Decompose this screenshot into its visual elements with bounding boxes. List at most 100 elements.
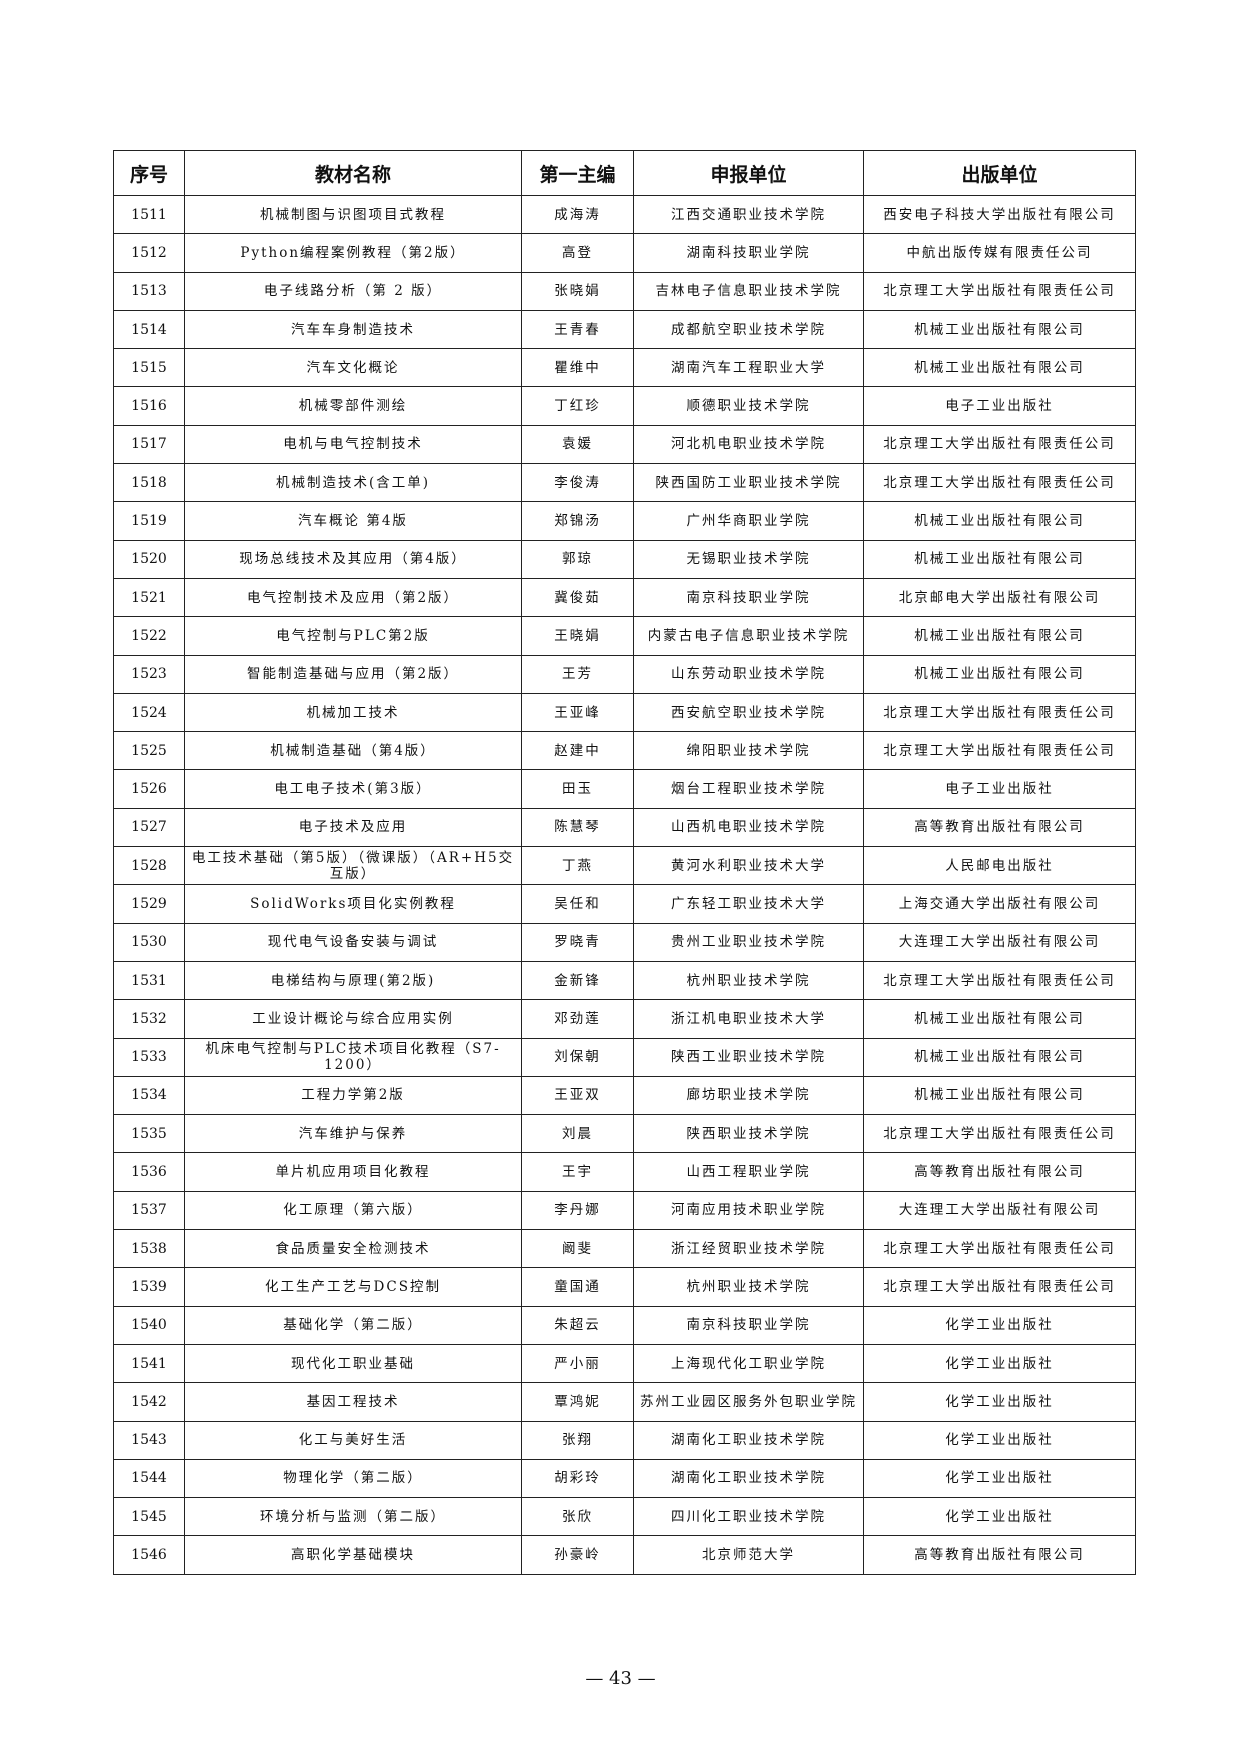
applicant-unit: 西安航空职业技术学院: [633, 692, 864, 733]
first-editor: 罗晓青: [521, 922, 634, 962]
publisher: 化学工业出版社: [863, 1458, 1136, 1499]
table-row: 1531 电梯结构与原理(第2版) 金新锋 杭州职业技术学院 北京理工大学出版社有限责任…: [113, 960, 1136, 1001]
table-row: 1527 电子技术及应用 陈慧琴 山西机电职业技术学院 高等教育出版社有限公司: [113, 807, 1136, 848]
book-title: 化工与美好生活: [184, 1420, 522, 1460]
row-index: 1516: [113, 386, 185, 426]
book-title: 基因工程技术: [184, 1382, 522, 1422]
row-index: 1526: [113, 769, 185, 809]
table-row: 1536 单片机应用项目化教程 王宇 山西工程职业学院 高等教育出版社有限公司: [113, 1152, 1136, 1192]
publisher: 高等教育出版社有限公司: [863, 1152, 1136, 1192]
publisher: 北京邮电大学出版社有限公司: [863, 577, 1136, 618]
table-row: 1537 化工原理（第六版） 李丹娜 河南应用技术职业学院 大连理工大学出版社有限公司: [113, 1190, 1136, 1231]
book-title: 电气控制技术及应用（第2版）: [184, 577, 522, 618]
publisher: 北京理工大学出版社有限责任公司: [863, 1114, 1136, 1154]
book-title: 汽车车身制造技术: [184, 309, 522, 350]
table-row: 1518 机械制造技术(含工单) 李俊涛 陕西国防工业职业技术学院 北京理工大学出版社有…: [113, 463, 1136, 503]
row-index: 1544: [113, 1458, 185, 1499]
publisher: 化学工业出版社: [863, 1382, 1136, 1422]
applicant-unit: 上海现代化工职业学院: [633, 1343, 864, 1384]
first-editor: 王宇: [521, 1152, 634, 1192]
applicant-unit: 山西工程职业学院: [633, 1152, 864, 1192]
book-title: 电工技术基础（第5版）（微课版）（AR+H5交互版）: [184, 846, 522, 886]
table-row: 1544 物理化学（第二版） 胡彩玲 湖南化工职业技术学院 化学工业出版社: [113, 1458, 1136, 1499]
first-editor: 阚斐: [521, 1229, 634, 1269]
publisher: 化学工业出版社: [863, 1497, 1136, 1537]
publisher: 大连理工大学出版社有限公司: [863, 922, 1136, 962]
table-row: 1516 机械零部件测绘 丁红珍 顺德职业技术学院 电子工业出版社: [113, 386, 1136, 426]
book-title: 单片机应用项目化教程: [184, 1152, 522, 1192]
book-title: 高职化学基础模块: [184, 1535, 522, 1575]
applicant-unit: 浙江机电职业技术大学: [633, 999, 864, 1039]
book-title: 现代电气设备安装与调试: [184, 922, 522, 962]
book-title: SolidWorks项目化实例教程: [184, 884, 522, 924]
row-index: 1525: [113, 731, 185, 771]
first-editor: 陈慧琴: [521, 807, 634, 848]
table-row: 1532 工业设计概论与综合应用实例 邓劲莲 浙江机电职业技术大学 机械工业出版社有限公…: [113, 999, 1136, 1039]
applicant-unit: 河南应用技术职业学院: [633, 1190, 864, 1231]
book-title: 化工原理（第六版）: [184, 1190, 522, 1231]
table-row: 1545 环境分析与监测（第二版） 张欣 四川化工职业技术学院 化学工业出版社: [113, 1497, 1136, 1537]
header-title: 教材名称: [184, 150, 522, 196]
row-index: 1541: [113, 1343, 185, 1384]
table-row: 1546 高职化学基础模块 孙豪岭 北京师范大学 高等教育出版社有限公司: [113, 1535, 1136, 1575]
first-editor: 张翔: [521, 1420, 634, 1460]
table-row: 1526 电工电子技术(第3版） 田玉 烟台工程职业技术学院 电子工业出版社: [113, 769, 1136, 809]
table-row: 1541 现代化工职业基础 严小丽 上海现代化工职业学院 化学工业出版社: [113, 1343, 1136, 1384]
row-index: 1528: [113, 846, 185, 886]
table-row: 1533 机床电气控制与PLC技术项目化教程（S7-1200） 刘保朝 陕西工业职业技…: [113, 1037, 1136, 1077]
book-title: 工程力学第2版: [184, 1075, 522, 1116]
first-editor: 郭琼: [521, 539, 634, 579]
row-index: 1523: [113, 654, 185, 694]
book-title: 现代化工职业基础: [184, 1343, 522, 1384]
book-title: 电子技术及应用: [184, 807, 522, 848]
publisher: 大连理工大学出版社有限公司: [863, 1190, 1136, 1231]
row-index: 1529: [113, 884, 185, 924]
header-editor: 第一主编: [521, 150, 634, 196]
applicant-unit: 广东轻工职业技术大学: [633, 884, 864, 924]
applicant-unit: 烟台工程职业技术学院: [633, 769, 864, 809]
applicant-unit: 浙江经贸职业技术学院: [633, 1229, 864, 1269]
table-row: 1540 基础化学（第二版） 朱超云 南京科技职业学院 化学工业出版社: [113, 1305, 1136, 1345]
first-editor: 高登: [521, 233, 634, 273]
table-row: 1528 电工技术基础（第5版）（微课版）（AR+H5交互版） 丁燕 黄河水利职业技术…: [113, 846, 1136, 886]
row-index: 1531: [113, 960, 185, 1001]
first-editor: 刘晨: [521, 1114, 634, 1154]
book-title: 汽车维护与保养: [184, 1114, 522, 1154]
applicant-unit: 北京师范大学: [633, 1535, 864, 1575]
publisher: 化学工业出版社: [863, 1420, 1136, 1460]
table-row: 1539 化工生产工艺与DCS控制 童国通 杭州职业技术学院 北京理工大学出版社有限责任…: [113, 1267, 1136, 1307]
first-editor: 李俊涛: [521, 463, 634, 503]
row-index: 1513: [113, 271, 185, 311]
publisher: 化学工业出版社: [863, 1343, 1136, 1384]
first-editor: 张晓娟: [521, 271, 634, 311]
table-row: 1517 电机与电气控制技术 袁媛 河北机电职业技术学院 北京理工大学出版社有限责任公司: [113, 424, 1136, 465]
first-editor: 覃鸿妮: [521, 1382, 634, 1422]
publisher: 高等教育出版社有限公司: [863, 1535, 1136, 1575]
first-editor: 赵建中: [521, 731, 634, 771]
header-applicant: 申报单位: [633, 150, 864, 196]
publisher: 高等教育出版社有限公司: [863, 807, 1136, 848]
applicant-unit: 廊坊职业技术学院: [633, 1075, 864, 1116]
first-editor: 丁燕: [521, 846, 634, 886]
publisher: 北京理工大学出版社有限责任公司: [863, 692, 1136, 733]
applicant-unit: 河北机电职业技术学院: [633, 424, 864, 465]
table-header-row: 序号 教材名称 第一主编 申报单位 出版单位: [113, 150, 1136, 196]
book-title: 机械加工技术: [184, 692, 522, 733]
table-row: 1514 汽车车身制造技术 王青春 成都航空职业技术学院 机械工业出版社有限公司: [113, 309, 1136, 350]
row-index: 1511: [113, 194, 185, 235]
table-row: 1542 基因工程技术 覃鸿妮 苏州工业园区服务外包职业学院 化学工业出版社: [113, 1382, 1136, 1422]
book-title: 物理化学（第二版）: [184, 1458, 522, 1499]
table-row: 1538 食品质量安全检测技术 阚斐 浙江经贸职业技术学院 北京理工大学出版社有限责任公…: [113, 1229, 1136, 1269]
row-index: 1514: [113, 309, 185, 350]
row-index: 1540: [113, 1305, 185, 1345]
publisher: 机械工业出版社有限公司: [863, 501, 1136, 541]
first-editor: 田玉: [521, 769, 634, 809]
publisher: 机械工业出版社有限公司: [863, 539, 1136, 579]
first-editor: 王亚双: [521, 1075, 634, 1116]
row-index: 1534: [113, 1075, 185, 1116]
first-editor: 郑锦汤: [521, 501, 634, 541]
table-row: 1534 工程力学第2版 王亚双 廊坊职业技术学院 机械工业出版社有限公司: [113, 1075, 1136, 1116]
row-index: 1542: [113, 1382, 185, 1422]
book-title: Python编程案例教程（第2版）: [184, 233, 522, 273]
applicant-unit: 成都航空职业技术学院: [633, 309, 864, 350]
